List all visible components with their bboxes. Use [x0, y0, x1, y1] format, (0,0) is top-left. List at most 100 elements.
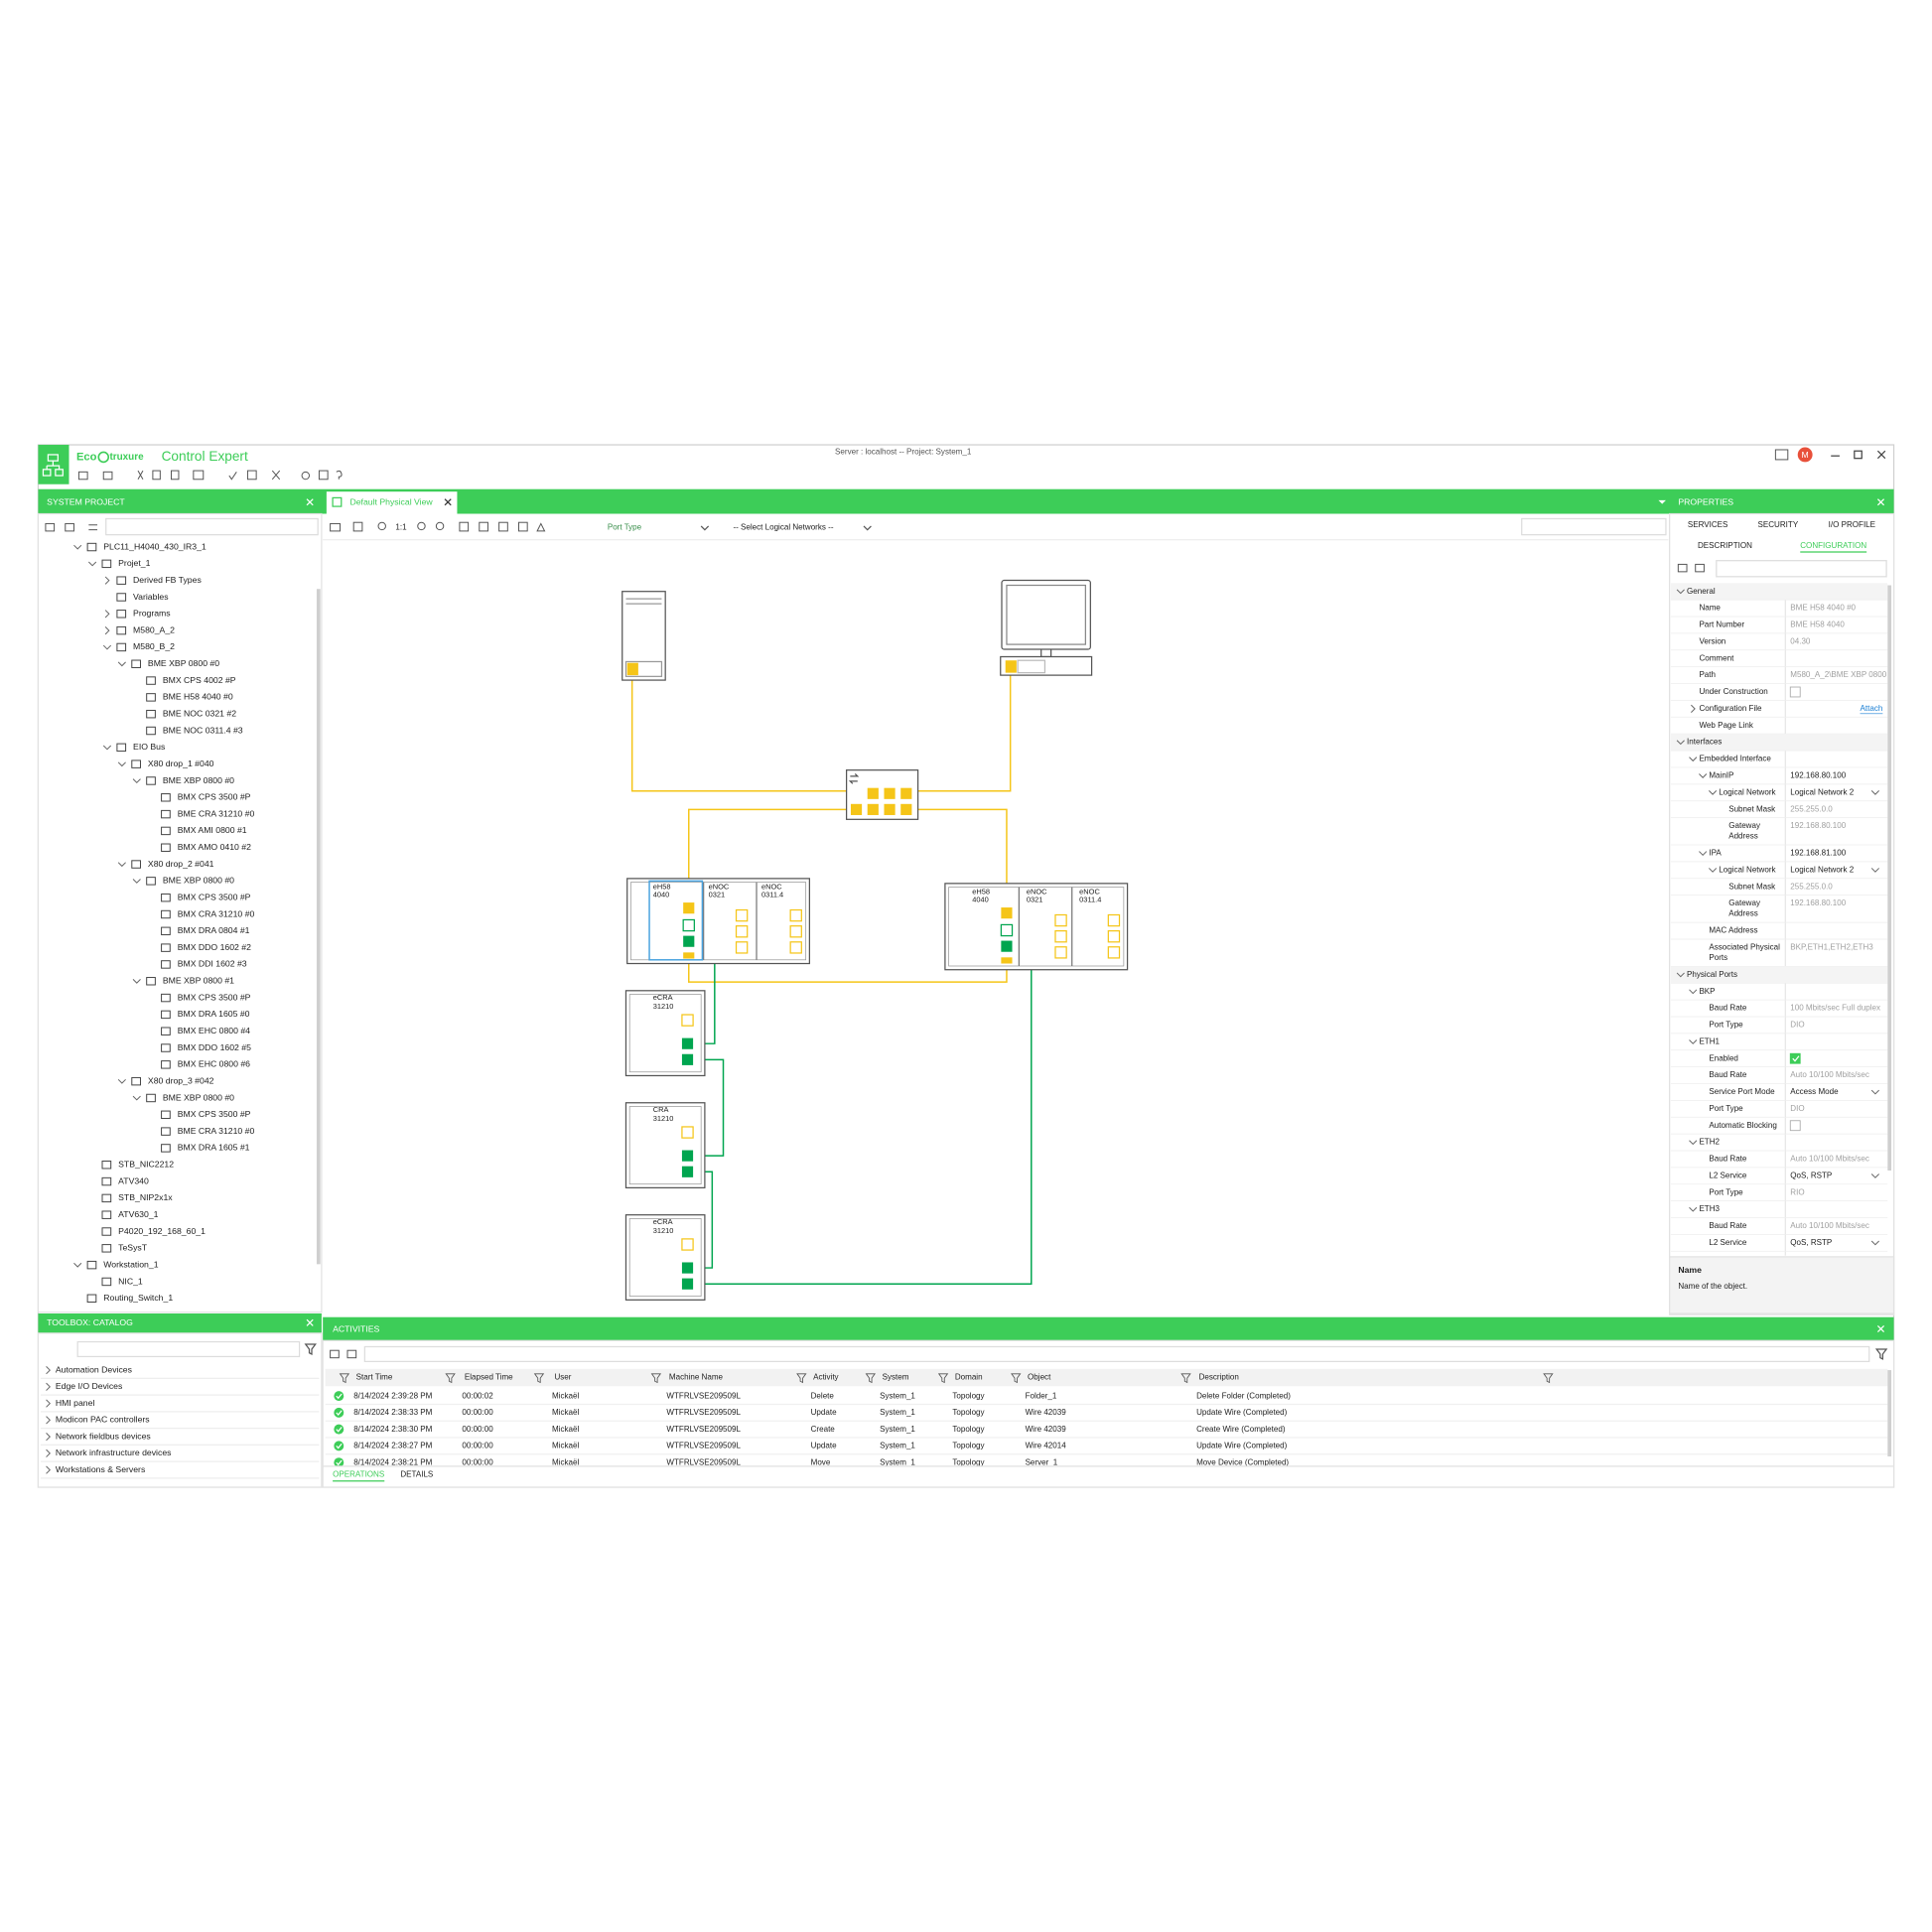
- tree-item[interactable]: BME NOC 0321 #2: [163, 708, 236, 718]
- filter-icon[interactable]: [650, 1373, 662, 1384]
- tree-item[interactable]: STB_NIP2x1x: [118, 1192, 173, 1202]
- tree-item[interactable]: BMX CPS 4002 #P: [163, 675, 236, 685]
- close-button[interactable]: [444, 498, 452, 506]
- expander[interactable]: [1689, 1039, 1698, 1044]
- port[interactable]: [735, 908, 749, 922]
- scrollbar[interactable]: [316, 589, 321, 1265]
- dropdown-arrow[interactable]: [1870, 1240, 1879, 1246]
- column-header[interactable]: System: [883, 1373, 909, 1382]
- expander[interactable]: [1676, 589, 1685, 595]
- dropdown-arrow[interactable]: [1870, 868, 1879, 873]
- properties-subtab[interactable]: DESCRIPTION: [1698, 541, 1752, 550]
- filter-icon[interactable]: [796, 1373, 807, 1384]
- port[interactable]: [1005, 660, 1017, 673]
- tree-item[interactable]: BMX AMO 0410 #2: [178, 842, 251, 852]
- property-link[interactable]: Attach: [1861, 704, 1883, 713]
- tree-item[interactable]: BMX EHC 0800 #6: [178, 1059, 250, 1069]
- scrollbar[interactable]: [1887, 585, 1892, 1172]
- tree-item[interactable]: Routing_Switch_1: [103, 1293, 173, 1303]
- column-header[interactable]: Machine Name: [669, 1373, 724, 1382]
- port[interactable]: [867, 787, 879, 799]
- properties-subtab[interactable]: CONFIGURATION: [1800, 541, 1866, 550]
- logical-network-combo[interactable]: -- Select Logical Networks --: [733, 522, 833, 531]
- bottom-tab[interactable]: DETAILS: [400, 1470, 433, 1479]
- document-tab[interactable]: [326, 491, 458, 514]
- properties-tab[interactable]: SERVICES: [1688, 520, 1728, 529]
- expander[interactable]: [1689, 757, 1698, 762]
- catalog-item[interactable]: Workstations & Servers: [56, 1464, 146, 1474]
- expander[interactable]: [1689, 1206, 1698, 1212]
- close-button[interactable]: [1876, 498, 1885, 506]
- port[interactable]: [681, 1014, 694, 1027]
- catalog-item[interactable]: Automation Devices: [56, 1364, 133, 1374]
- property-value[interactable]: Access Mode: [1790, 1087, 1839, 1096]
- user-avatar[interactable]: M: [1802, 450, 1809, 460]
- tree-item[interactable]: BMX DRA 1605 #0: [178, 1009, 250, 1019]
- tree-item[interactable]: Derived FB Types: [133, 575, 202, 585]
- tree-item[interactable]: X80 drop_2 #041: [148, 859, 214, 869]
- port-type-combo[interactable]: Port Type: [608, 522, 642, 531]
- close-button[interactable]: [1876, 1324, 1885, 1333]
- dropdown-arrow[interactable]: [1870, 1173, 1879, 1178]
- expander[interactable]: [104, 626, 110, 635]
- scrollbar[interactable]: [1887, 1370, 1892, 1456]
- tree-item[interactable]: BMX DRA 1605 #1: [178, 1143, 250, 1153]
- tree-item[interactable]: BMX AMI 0800 #1: [178, 825, 247, 835]
- column-header[interactable]: Start Time: [356, 1373, 393, 1382]
- port[interactable]: [789, 925, 802, 938]
- checkbox[interactable]: [1789, 1120, 1801, 1132]
- port[interactable]: [1054, 930, 1067, 943]
- port[interactable]: [681, 1166, 694, 1177]
- tree-item[interactable]: BMX DDO 1602 #5: [178, 1042, 251, 1052]
- tree-item[interactable]: BME XBP 0800 #0: [163, 876, 234, 886]
- tree-item[interactable]: BMX DRA 0804 #1: [178, 925, 250, 935]
- port[interactable]: [867, 803, 879, 815]
- tree-item[interactable]: BME XBP 0800 #0: [163, 775, 234, 785]
- expander[interactable]: [132, 979, 141, 984]
- catalog-item[interactable]: HMI panel: [56, 1398, 95, 1408]
- tree-item[interactable]: BMX CPS 3500 #P: [178, 992, 251, 1002]
- catalog-item[interactable]: Modicon PAC controllers: [56, 1415, 150, 1425]
- port[interactable]: [626, 662, 638, 676]
- rack[interactable]: [944, 883, 1129, 971]
- bottom-tab[interactable]: OPERATIONS: [333, 1470, 384, 1479]
- port[interactable]: [1054, 913, 1067, 927]
- port[interactable]: [682, 918, 695, 932]
- port[interactable]: [789, 908, 802, 922]
- tree-item[interactable]: EIO Bus: [133, 742, 166, 752]
- port[interactable]: [1001, 907, 1013, 919]
- port[interactable]: [884, 803, 896, 815]
- expander[interactable]: [1689, 989, 1698, 995]
- search-box[interactable]: [105, 517, 319, 536]
- filter-icon[interactable]: [1180, 1373, 1191, 1384]
- expander[interactable]: [1676, 972, 1685, 978]
- filter-icon[interactable]: [937, 1373, 949, 1384]
- catalog-item[interactable]: Edge I/O Devices: [56, 1381, 123, 1391]
- expander[interactable]: [46, 1399, 51, 1408]
- property-value[interactable]: QoS, RSTP: [1790, 1171, 1832, 1179]
- port[interactable]: [681, 1238, 694, 1251]
- tree-item[interactable]: ATV340: [118, 1175, 149, 1185]
- filter-icon[interactable]: [1874, 1348, 1888, 1360]
- port[interactable]: [900, 803, 912, 815]
- expander[interactable]: [1689, 1140, 1698, 1146]
- filter-icon[interactable]: [339, 1373, 350, 1384]
- port[interactable]: [850, 803, 863, 815]
- expander[interactable]: [73, 544, 82, 550]
- port[interactable]: [1107, 930, 1121, 943]
- catalog-item[interactable]: Network fieldbus devices: [56, 1431, 152, 1441]
- port[interactable]: [1107, 913, 1121, 927]
- port[interactable]: [1107, 946, 1121, 959]
- window-controls[interactable]: [1774, 447, 1886, 463]
- column-header[interactable]: Domain: [955, 1373, 983, 1382]
- column-header[interactable]: Object: [1028, 1373, 1051, 1382]
- column-header[interactable]: Description: [1199, 1373, 1239, 1382]
- tree-item[interactable]: P4020_192_168_60_1: [118, 1226, 206, 1236]
- expander[interactable]: [46, 1433, 51, 1442]
- expander[interactable]: [117, 761, 126, 767]
- expander[interactable]: [46, 1382, 51, 1391]
- activities-toolbar[interactable]: [330, 1349, 357, 1359]
- expander[interactable]: [132, 778, 141, 784]
- port[interactable]: [1000, 923, 1014, 937]
- tree-item[interactable]: BME CRA 31210 #0: [178, 808, 255, 818]
